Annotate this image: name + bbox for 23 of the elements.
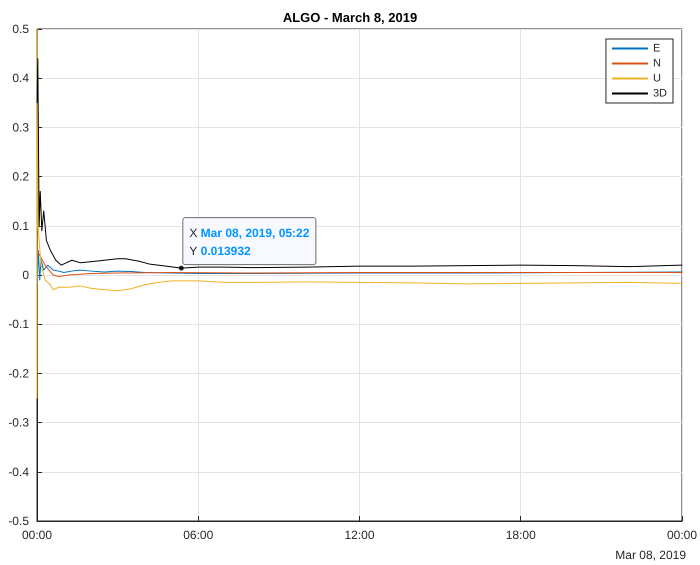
y-tick-label: -0.3: [8, 416, 30, 430]
text: Mar 08, 2019: [615, 548, 686, 562]
y-tick-label: 0.2: [12, 170, 30, 184]
y-tick-label: -0.5: [8, 514, 30, 528]
x-tick-label: 18:00: [506, 528, 536, 542]
x-tick-label: 06:00: [183, 528, 214, 542]
y-tick-label: 0: [22, 268, 30, 282]
chart-title: ALGO - March 8, 2019: [282, 10, 418, 25]
x-tick-label: 00:00: [666, 528, 698, 542]
y-tick-label: 0.4: [12, 71, 30, 86]
annotation: X Mar 08, 2019, 05:22 Y 0.013932: [189, 226, 310, 258]
y-tick-label: 0.3: [12, 120, 30, 134]
y-tick-label: 0.1: [12, 218, 30, 233]
y-tick-label: 0.5: [12, 22, 30, 36]
legend-label: U: [652, 72, 661, 84]
x-tick-label: 00:00: [22, 528, 52, 542]
y-tick-label: -0.1: [8, 317, 30, 332]
legend-label: N: [652, 58, 661, 70]
y-tick-label: -0.4: [8, 464, 30, 479]
legend-label: 3D: [652, 88, 668, 100]
legend-label: E: [652, 42, 660, 54]
x-tick-label: 12:00: [344, 528, 375, 542]
y-tick-label: -0.2: [8, 366, 30, 380]
